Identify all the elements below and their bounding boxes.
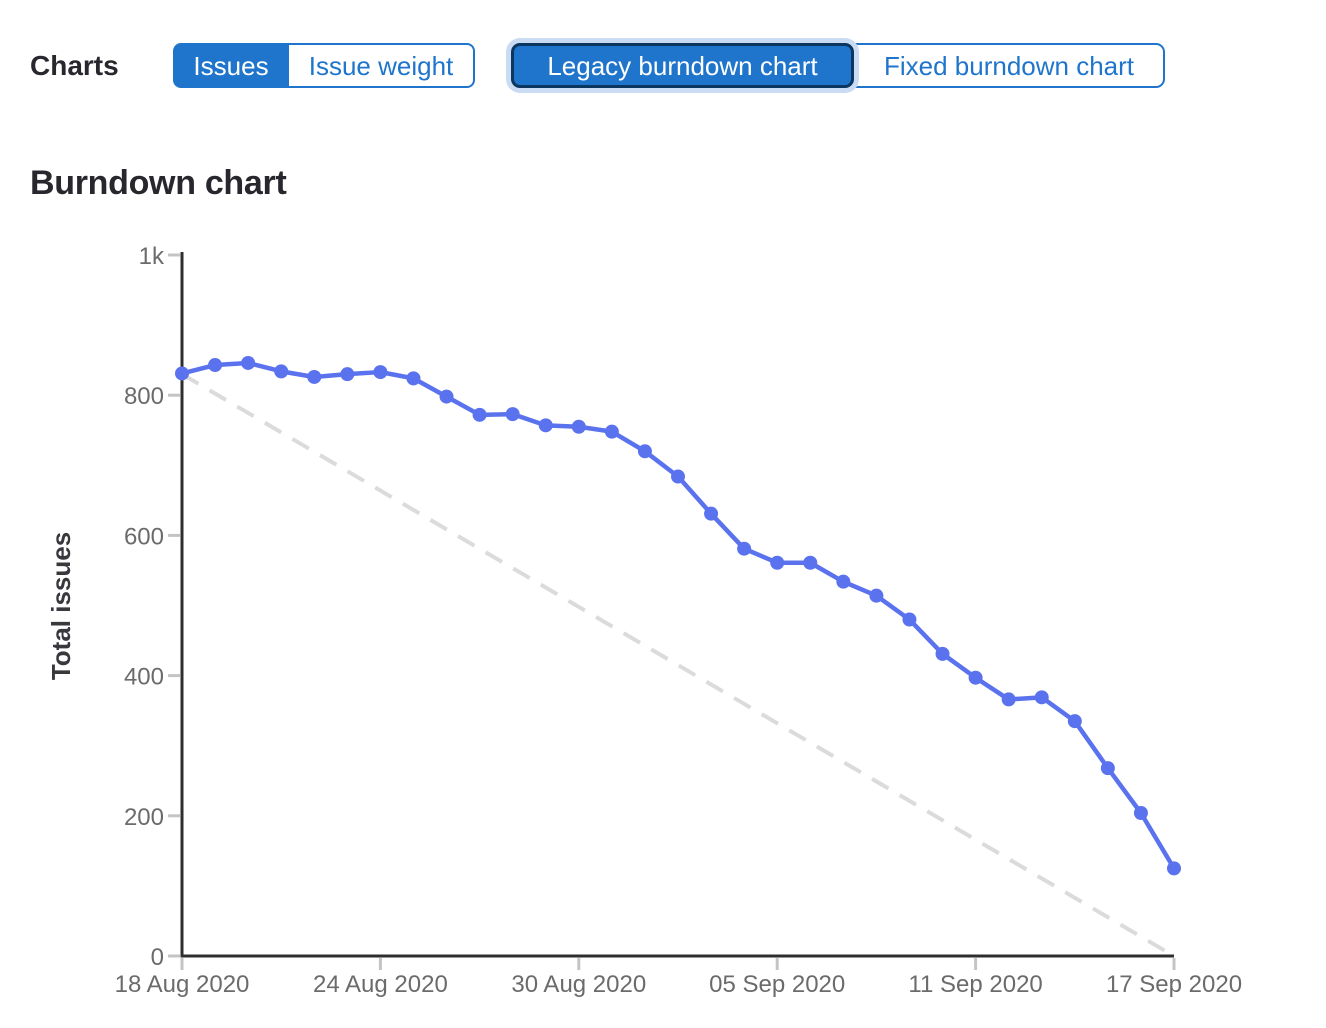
y-tick-label: 200 xyxy=(124,804,164,831)
data-point[interactable] xyxy=(836,574,851,589)
x-tick-label: 11 Sep 2020 xyxy=(908,971,1042,998)
issue-weight-toggle-button[interactable]: Issue weight xyxy=(287,43,475,88)
data-point[interactable] xyxy=(1133,805,1148,820)
data-point[interactable] xyxy=(505,407,520,422)
data-point[interactable] xyxy=(935,646,950,661)
metric-toggle-group: Issues Issue weight xyxy=(173,43,475,88)
y-tick-label: 1k xyxy=(139,243,165,270)
data-point[interactable] xyxy=(1100,761,1115,776)
data-point[interactable] xyxy=(1167,861,1181,876)
y-tick-label: 800 xyxy=(124,383,164,410)
data-point[interactable] xyxy=(902,612,917,627)
charts-label: Charts xyxy=(30,50,119,81)
data-point[interactable] xyxy=(1001,692,1016,707)
data-point[interactable] xyxy=(373,365,388,380)
x-tick-label: 24 Aug 2020 xyxy=(313,971,448,998)
data-point[interactable] xyxy=(1034,690,1049,705)
data-point[interactable] xyxy=(704,506,719,521)
data-point[interactable] xyxy=(671,469,685,484)
data-point[interactable] xyxy=(175,366,189,381)
x-tick-label: 30 Aug 2020 xyxy=(511,971,646,998)
data-point[interactable] xyxy=(803,555,818,570)
data-point[interactable] xyxy=(241,355,256,370)
data-point[interactable] xyxy=(869,588,884,603)
data-point[interactable] xyxy=(340,367,355,382)
y-tick-label: 600 xyxy=(124,523,164,550)
x-tick-label: 05 Sep 2020 xyxy=(709,971,845,998)
legacy-burndown-chart-button[interactable]: Legacy burndown chart xyxy=(511,43,854,88)
total-issues-line xyxy=(179,360,1177,871)
data-point[interactable] xyxy=(406,371,421,386)
data-point[interactable] xyxy=(968,670,983,685)
data-point[interactable] xyxy=(637,444,652,459)
y-axis-title: Total issues xyxy=(46,532,76,680)
data-point[interactable] xyxy=(472,407,487,422)
chart-type-toggle-group: Legacy burndown chart Fixed burndown cha… xyxy=(511,43,1165,88)
data-point[interactable] xyxy=(208,358,223,373)
axis-lines xyxy=(180,252,1174,958)
data-point[interactable] xyxy=(604,424,619,439)
y-tick-label: 0 xyxy=(151,944,164,971)
data-point[interactable] xyxy=(538,418,553,433)
x-tick-label: 18 Aug 2020 xyxy=(115,971,250,998)
y-tick-label: 400 xyxy=(124,664,164,691)
data-point[interactable] xyxy=(737,541,752,556)
ideal-burndown-guideline xyxy=(180,372,1176,958)
fixed-burndown-chart-button[interactable]: Fixed burndown chart xyxy=(853,43,1165,88)
data-point[interactable] xyxy=(307,369,322,384)
data-point[interactable] xyxy=(770,555,785,570)
data-point[interactable] xyxy=(274,364,289,379)
data-point[interactable] xyxy=(439,389,454,404)
data-point[interactable] xyxy=(1067,714,1082,729)
issues-toggle-button[interactable]: Issues xyxy=(173,43,287,88)
x-tick-label: 17 Sep 2020 xyxy=(1106,971,1242,998)
data-point[interactable] xyxy=(571,419,586,434)
page-title: Burndown chart xyxy=(30,164,287,202)
